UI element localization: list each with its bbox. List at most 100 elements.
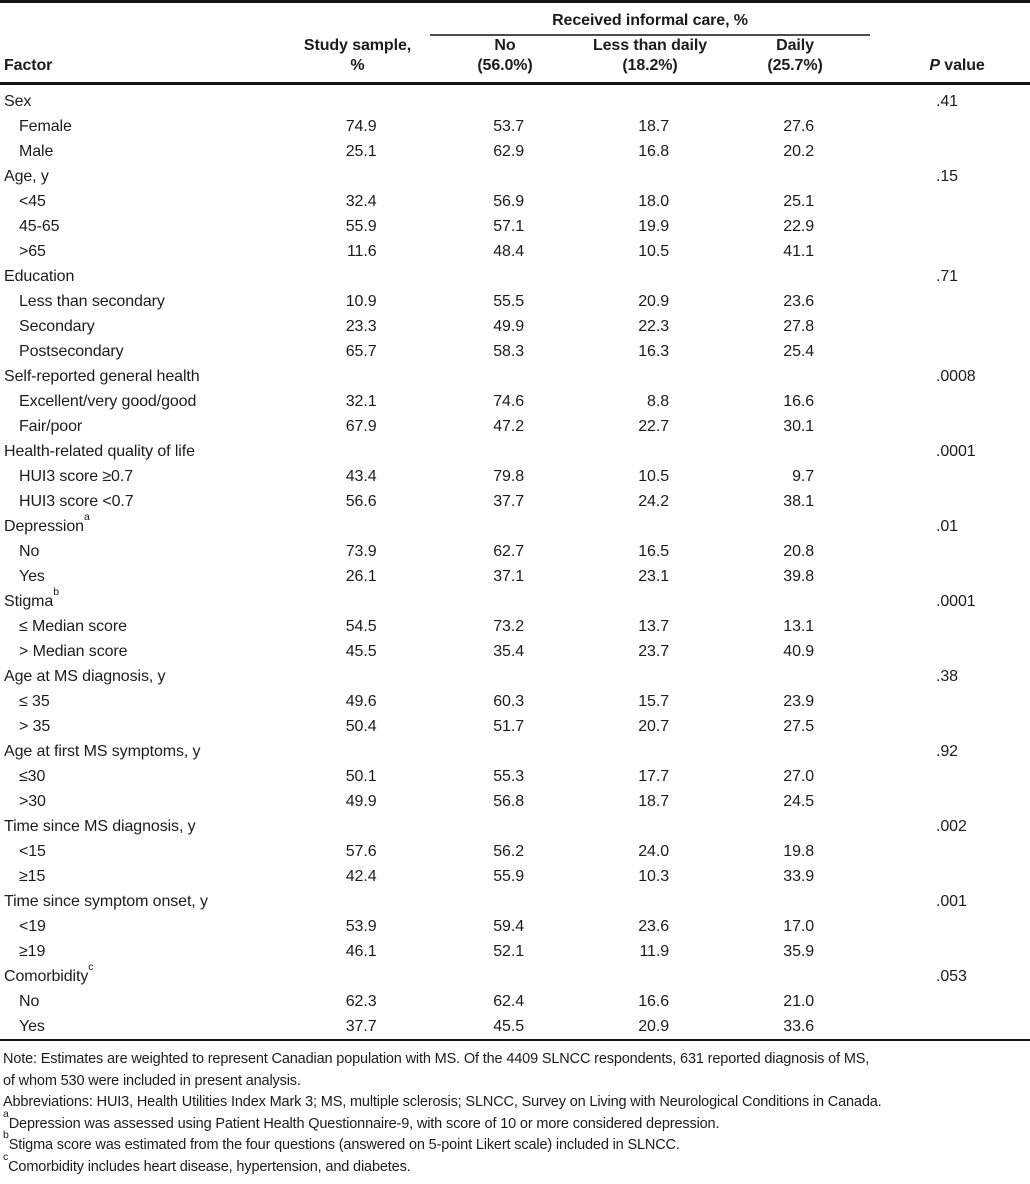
factor-sub-row: > Median score 45.5 35.4 23.7 40.9 (0, 639, 1030, 664)
p-value-cell (870, 239, 1030, 264)
value-cell (580, 889, 720, 914)
value-cell: 25.1 (720, 189, 870, 214)
value-cell: 39.8 (720, 564, 870, 589)
factor-cell: HUI3 score <0.7 (19, 493, 134, 510)
percentage-value: 22.3 (638, 318, 669, 335)
value-cell: 25.1 (285, 139, 430, 164)
value-cell (720, 264, 870, 289)
value-cell: 23.6 (580, 914, 720, 939)
value-cell: 23.6 (720, 289, 870, 314)
study-sample-line1: Study sample, (303, 37, 412, 54)
value-cell: 27.6 (720, 114, 870, 139)
percentage-value: 35.4 (493, 643, 524, 660)
factor-cell: <45 (19, 193, 46, 210)
value-cell: 49.9 (430, 314, 580, 339)
factor-sub-row: Excellent/very good/good 32.1 74.6 8.8 16.6 (0, 389, 1030, 414)
percentage-value: 56.9 (493, 193, 524, 210)
value-cell: 47.2 (430, 414, 580, 439)
value-cell: 49.6 (285, 689, 430, 714)
percentage-value: 35.9 (783, 943, 815, 960)
factor-group-row: Age at MS diagnosis, y .38 (0, 664, 1030, 689)
percentage-value: 50.4 (345, 718, 377, 735)
value-cell: 56.8 (430, 789, 580, 814)
factor-sub-row: Yes 37.7 45.5 20.9 33.6 (0, 1014, 1030, 1041)
factor-cell: Age, y (4, 168, 49, 185)
column-header-p-value: P value (870, 1, 1030, 85)
percentage-value: 23.1 (638, 568, 669, 585)
factor-group-row: Stigmab .0001 (0, 586, 1030, 614)
value-cell (580, 84, 720, 115)
value-cell (285, 589, 430, 614)
p-value-italic-p: P (929, 57, 940, 74)
value-cell (720, 84, 870, 115)
p-value-cell (870, 614, 1030, 639)
value-cell (285, 889, 430, 914)
percentage-value: 22.7 (638, 418, 669, 435)
table-header: Factor Study sample, % Received informal… (0, 1, 1030, 85)
value-cell: 56.2 (430, 839, 580, 864)
percentage-value: 48.4 (493, 243, 524, 260)
percentage-value: 73.9 (345, 543, 377, 560)
factor-cell: No (19, 543, 40, 560)
value-cell (430, 514, 580, 539)
percentage-value: 56.2 (493, 843, 524, 860)
p-value-cell (870, 464, 1030, 489)
percentage-value: 65.7 (345, 343, 377, 360)
p-value-rest: value (939, 57, 985, 74)
p-value-cell: .001 (936, 893, 967, 910)
percentage-value: 20.9 (638, 1018, 669, 1035)
percentage-value: 42.4 (345, 868, 377, 885)
percentage-value: 73.2 (493, 618, 524, 635)
percentage-value: 16.8 (638, 143, 669, 160)
percentage-value: 8.8 (647, 393, 669, 410)
value-cell: 16.5 (580, 539, 720, 564)
percentage-value: 55.5 (493, 293, 524, 310)
percentage-value: 27.8 (783, 318, 815, 335)
factor-sub-row: >30 49.9 56.8 18.7 24.5 (0, 789, 1030, 814)
value-cell: 54.5 (285, 614, 430, 639)
percentage-value: 27.6 (783, 118, 815, 135)
percentage-value: 49.6 (345, 693, 377, 710)
column-header-factor: Factor (0, 1, 285, 85)
value-cell: 52.1 (430, 939, 580, 964)
p-value-cell: .0008 (936, 368, 976, 385)
percentage-value: 20.2 (783, 143, 815, 160)
p-value-cell (870, 714, 1030, 739)
p-value-cell (870, 389, 1030, 414)
value-cell: 40.9 (720, 639, 870, 664)
value-cell: 45.5 (285, 639, 430, 664)
percentage-value: 55.3 (493, 768, 524, 785)
value-cell: 10.5 (580, 464, 720, 489)
footnote-line: aDepression was assessed using Patient H… (3, 1107, 720, 1132)
value-cell (430, 664, 580, 689)
percentage-value: 11.6 (346, 243, 377, 260)
factor-cell: Female (19, 118, 72, 135)
factor-cell: Education (4, 268, 75, 285)
factor-sub-row: >65 11.6 48.4 10.5 41.1 (0, 239, 1030, 264)
percentage-value: 49.9 (345, 793, 377, 810)
value-cell: 67.9 (285, 414, 430, 439)
value-cell: 37.1 (430, 564, 580, 589)
value-cell (580, 364, 720, 389)
value-cell: 55.9 (285, 214, 430, 239)
value-cell: 62.3 (285, 989, 430, 1014)
value-cell: 10.9 (285, 289, 430, 314)
value-cell: 16.6 (720, 389, 870, 414)
footnote-line: cComorbidity includes heart disease, hyp… (3, 1150, 411, 1175)
factor-cell: Age at first MS symptoms, y (4, 743, 201, 760)
p-value-cell (870, 839, 1030, 864)
value-cell: 27.0 (720, 764, 870, 789)
p-value-cell (870, 639, 1030, 664)
p-value-cell (870, 564, 1030, 589)
value-cell: 10.3 (580, 864, 720, 889)
value-cell: 23.9 (720, 689, 870, 714)
factor-group-row: Depressiona .01 (0, 511, 1030, 539)
p-value-cell: .38 (936, 668, 958, 685)
footnote-line: Note: Estimates are weighted to represen… (3, 1051, 870, 1067)
factor-cell: Time since MS diagnosis, y (4, 818, 196, 835)
factor-cell: <15 (19, 843, 46, 860)
percentage-value: 32.1 (345, 393, 377, 410)
column-header-daily: Daily (25.7%) (720, 35, 871, 85)
value-cell (720, 514, 870, 539)
value-cell (720, 664, 870, 689)
